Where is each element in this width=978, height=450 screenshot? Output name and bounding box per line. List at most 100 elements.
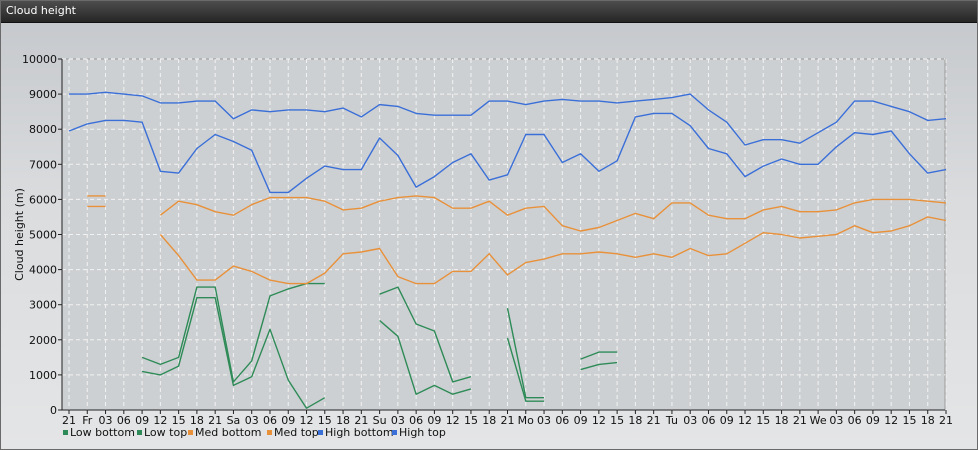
x-tick-labels: 21 Fr 03 06 09 12 15 18 21 Sa 03 06 09 12 15 18 21 Su 03 06… — [62, 410, 953, 427]
series-line-segment — [69, 91, 947, 146]
x-tick-label: 21 — [208, 414, 222, 427]
x-tick-label: 12 — [592, 414, 606, 427]
series-line-segment — [141, 297, 326, 409]
x-tick-label: We — [810, 414, 827, 427]
x-tick-label: 09 — [720, 414, 734, 427]
legend-swatch — [318, 430, 323, 435]
x-tick-label: Sa — [227, 414, 241, 427]
x-tick-label: 06 — [263, 414, 277, 427]
series-line-segment — [580, 361, 618, 371]
x-tick-label: 12 — [884, 414, 898, 427]
y-tick-label: 9000 — [29, 88, 57, 101]
window-title: Cloud height — [6, 4, 76, 17]
x-tick-label: 15 — [902, 414, 916, 427]
series-high-top — [69, 91, 947, 146]
x-tick-label: 03 — [537, 414, 551, 427]
x-tick-label: 21 — [939, 414, 953, 427]
x-tick-label: 09 — [574, 414, 588, 427]
legend-swatch — [392, 430, 397, 435]
x-tick-label: 21 — [793, 414, 807, 427]
y-tick-labels: 0 1000 2000 3000 4000 5000 6000 7000 8000 9000 100… — [22, 53, 62, 417]
series-low-bottom — [141, 297, 618, 409]
legend-item: Med top — [267, 426, 319, 439]
series-high-bottom — [68, 112, 947, 194]
x-tick-label: 03 — [245, 414, 259, 427]
y-tick-label: 10000 — [22, 53, 57, 66]
legend-label: Med top — [274, 426, 319, 439]
series-med-top — [87, 195, 947, 232]
x-tick-label: 09 — [281, 414, 295, 427]
legend: Low bottom Low top Med bottom Med top High b… — [63, 426, 446, 439]
series-low-top — [141, 282, 618, 399]
x-tick-label: 03 — [683, 414, 697, 427]
x-tick-label: 15 — [464, 414, 478, 427]
x-tick-label: 09 — [135, 414, 149, 427]
x-tick-label: 21 — [647, 414, 661, 427]
x-tick-label: 09 — [866, 414, 880, 427]
x-tick-label: 03 — [99, 414, 113, 427]
x-tick-label: 18 — [628, 414, 642, 427]
x-tick-label: 15 — [318, 414, 332, 427]
legend-label: High bottom — [325, 426, 394, 439]
x-tick-label: 09 — [427, 414, 441, 427]
x-tick-label: 15 — [756, 414, 770, 427]
legend-swatch — [63, 430, 68, 435]
series-line-segment — [159, 195, 947, 232]
x-tick-label: 06 — [409, 414, 423, 427]
series-med-bottom — [87, 205, 947, 285]
x-tick-label: 06 — [117, 414, 131, 427]
x-tick-label: 12 — [446, 414, 460, 427]
x-tick-label: 03 — [391, 414, 405, 427]
x-tick-label: Su — [373, 414, 387, 427]
series-line-segment — [68, 112, 947, 194]
series-line-segment — [506, 337, 544, 402]
x-tick-label: 21 — [62, 414, 76, 427]
y-tick-label: 3000 — [29, 299, 57, 312]
y-tick-label: 2000 — [29, 334, 57, 347]
x-tick-label: 18 — [775, 414, 789, 427]
legend-label: Low bottom — [70, 426, 135, 439]
y-tick-label: 8000 — [29, 123, 57, 136]
legend-swatch — [267, 430, 272, 435]
y-tick-label: 7000 — [29, 158, 57, 171]
series-line-segment — [379, 319, 472, 395]
y-tick-label: 0 — [50, 404, 57, 417]
x-tick-label: 18 — [336, 414, 350, 427]
x-tick-label: 21 — [501, 414, 515, 427]
series-line-segment — [141, 282, 325, 383]
legend-label: Med bottom — [195, 426, 262, 439]
legend-item: High top — [392, 426, 446, 439]
legend-swatch — [137, 430, 142, 435]
x-tick-label: 15 — [610, 414, 624, 427]
x-tick-label: 18 — [482, 414, 496, 427]
x-tick-label: 18 — [921, 414, 935, 427]
title-bar: Cloud height — [1, 1, 977, 23]
y-tick-label: 6000 — [29, 193, 57, 206]
x-tick-label: 21 — [354, 414, 368, 427]
y-tick-label: 1000 — [29, 369, 57, 382]
series-lines — [68, 91, 947, 409]
x-tick-label: 06 — [701, 414, 715, 427]
legend-item: Low bottom — [63, 426, 135, 439]
x-tick-label: 12 — [300, 414, 314, 427]
series-line-segment — [580, 351, 618, 360]
x-tick-label: Fr — [82, 414, 93, 427]
legend-item: Low top — [137, 426, 187, 439]
x-tick-label: 06 — [555, 414, 569, 427]
y-axis-label: Cloud height (m) — [13, 188, 26, 281]
x-tick-label: 15 — [172, 414, 186, 427]
legend-label: High top — [399, 426, 446, 439]
series-line-segment — [506, 308, 544, 399]
legend-item: Med bottom — [188, 426, 262, 439]
x-tick-label: Mo — [518, 414, 534, 427]
series-line-segment — [159, 216, 947, 285]
y-tick-label: 5000 — [29, 229, 57, 242]
x-tick-label: 18 — [190, 414, 204, 427]
x-tick-label: 12 — [738, 414, 752, 427]
x-tick-label: Tu — [665, 414, 678, 427]
legend-swatch — [188, 430, 193, 435]
series-line-segment — [379, 286, 472, 383]
legend-item: High bottom — [318, 426, 394, 439]
